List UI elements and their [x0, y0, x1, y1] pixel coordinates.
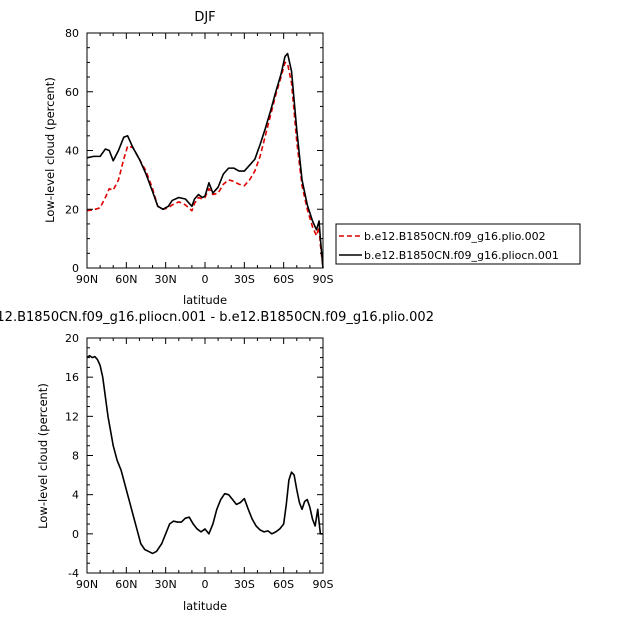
x-tick-label: 0 [202, 273, 209, 286]
x-tick-label: 90S [313, 273, 334, 286]
series-line-0 [86, 354, 323, 555]
x-tick-label: 90N [76, 273, 98, 286]
y-tick-label: -4 [68, 567, 79, 580]
y-axis-label: Low-level cloud (percent) [36, 383, 50, 529]
panel-bottom: b.e12.B1850CN.f09_g16.pliocn.001 - b.e12… [0, 310, 434, 613]
y-tick-label: 8 [72, 450, 79, 463]
y-tick-label: 40 [65, 145, 79, 158]
x-tick-label: 30S [234, 578, 255, 591]
y-tick-label: 60 [65, 86, 79, 99]
legend-label-plio: b.e12.B1850CN.f09_g16.plio.002 [364, 230, 546, 243]
axis-ticks: 90N 60N 30N 0 30S 60S 90S -4 0 4 8 12 16 20 [65, 332, 334, 591]
y-tick-label: 0 [72, 262, 79, 275]
plot-frame [86, 32, 324, 269]
y-axis-label: Low-level cloud (percent) [43, 77, 57, 223]
plot-frame [86, 337, 324, 574]
x-tick-label: 30N [155, 578, 177, 591]
legend-box [335, 223, 581, 265]
axis-ticks: 90N 60N 30N 0 30S 60S 90S 0 20 40 60 80 [65, 27, 334, 286]
legend: b.e12.B1850CN.f09_g16.plio.002 b.e12.B18… [335, 223, 581, 265]
chart-title: DJF [194, 10, 215, 25]
x-tick-label: 60N [115, 578, 137, 591]
x-tick-label: 90S [313, 578, 334, 591]
series-group [86, 52, 324, 269]
legend-label-pliocn: b.e12.B1850CN.f09_g16.pliocn.001 [364, 249, 559, 262]
panel-top: DJF 90N 60N 30N 0 30S 60S 90S 0 20 40 60 80 Low-lev… [43, 10, 581, 307]
y-tick-label: 16 [65, 371, 79, 384]
x-tick-label: 90N [76, 578, 98, 591]
y-tick-label: 20 [65, 203, 79, 216]
x-tick-label: 60S [273, 578, 294, 591]
x-tick-label: 60N [115, 273, 137, 286]
y-tick-label: 12 [65, 410, 79, 423]
y-tick-label: 20 [65, 332, 79, 345]
y-tick-label: 4 [72, 489, 79, 502]
chart-title-difference: b.e12.B1850CN.f09_g16.pliocn.001 - b.e12… [0, 310, 434, 325]
series-line-1 [86, 52, 324, 269]
series-group [86, 354, 323, 555]
x-tick-label: 30N [155, 273, 177, 286]
x-tick-label: 0 [202, 578, 209, 591]
x-axis-label: latitude [183, 293, 227, 307]
x-tick-label: 60S [273, 273, 294, 286]
y-tick-label: 0 [72, 528, 79, 541]
series-line-0 [86, 61, 324, 269]
x-axis-label: latitude [183, 599, 227, 613]
x-tick-label: 30S [234, 273, 255, 286]
y-tick-label: 80 [65, 27, 79, 40]
